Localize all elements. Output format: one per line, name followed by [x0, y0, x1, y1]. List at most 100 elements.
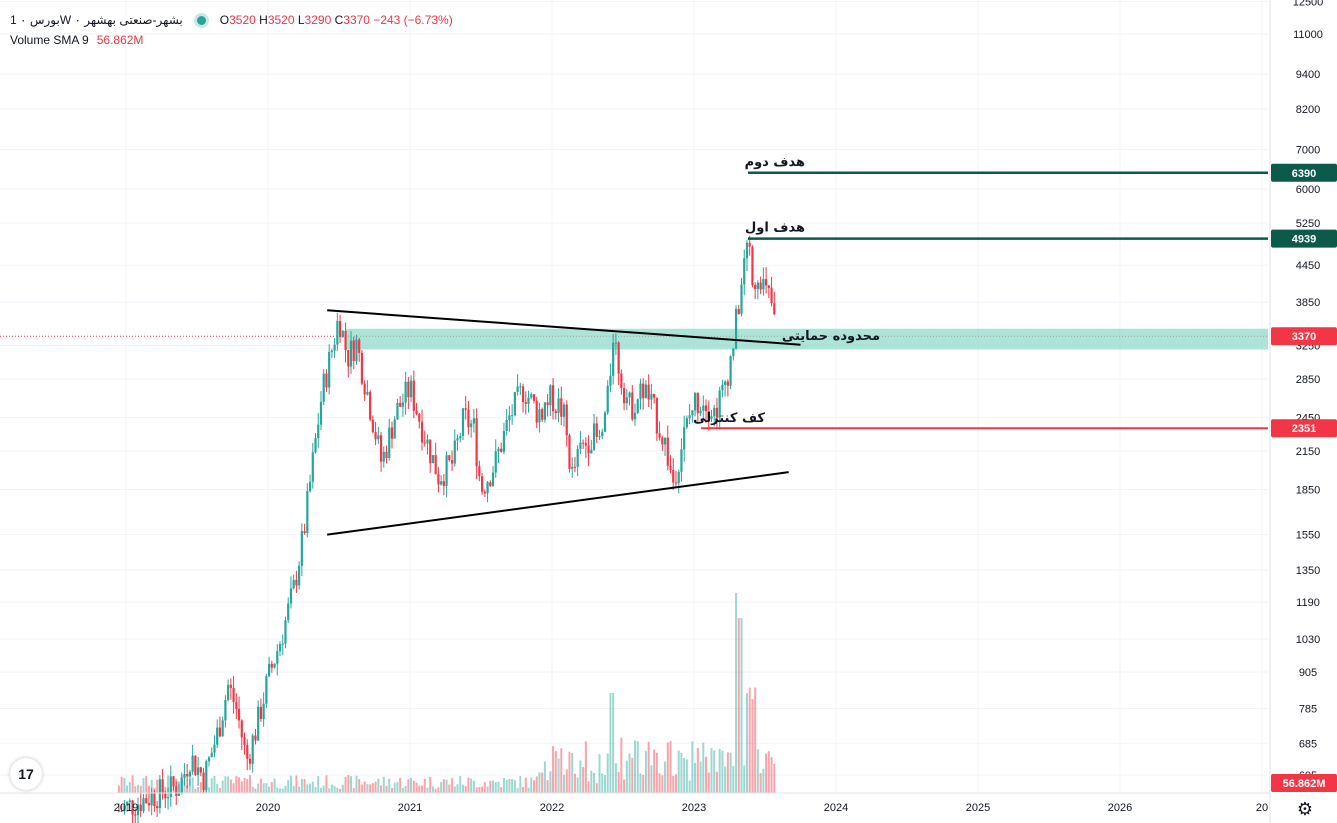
- candle-body: [232, 687, 235, 703]
- candle-body: [216, 727, 219, 745]
- volume-bar: [563, 774, 566, 793]
- candle-body: [622, 388, 626, 404]
- candle-body: [246, 744, 249, 759]
- candle-body: [420, 421, 424, 443]
- candle-body: [527, 397, 530, 404]
- candle-body: [298, 565, 301, 586]
- volume-bar: [522, 787, 525, 793]
- symbol-title[interactable]: بورس ۰ 1W ۰ ‌‌‌بشهر-صنعتی بهشهر: [10, 13, 183, 27]
- floor-badge-label: 2351: [1292, 423, 1316, 435]
- last-price-badge: [1271, 327, 1337, 346]
- candle-body: [483, 491, 486, 494]
- candle-body: [617, 342, 620, 374]
- candle-body: [516, 386, 519, 393]
- candle-body: [257, 706, 260, 741]
- volume-bar: [554, 751, 557, 793]
- volume-bar: [584, 741, 587, 793]
- candle-body: [639, 383, 642, 400]
- candle-body: [636, 399, 639, 413]
- volume-bar: [322, 785, 325, 793]
- candle-body: [120, 810, 123, 812]
- volume-bar: [631, 757, 634, 793]
- volume-bar: [565, 769, 568, 793]
- volume-bar: [295, 775, 298, 793]
- candle-body: [595, 423, 598, 437]
- volume-bar: [601, 773, 604, 793]
- candle-body: [489, 482, 492, 486]
- candle-body: [251, 735, 254, 764]
- candle-body: [259, 706, 262, 719]
- legend-symbol-row[interactable]: بورس ۰ 1W ۰ ‌‌‌بشهر-صنعتی بهشهر O3520 H3…: [10, 10, 453, 30]
- volume-bar: [726, 752, 729, 793]
- volume-bar: [710, 748, 713, 793]
- price-axis[interactable]: 1250011000940082007000600052504450385032…: [1269, 0, 1323, 823]
- volume-bar: [680, 752, 683, 793]
- volume-bar: [197, 786, 200, 793]
- candle-body: [442, 481, 445, 486]
- tradingview-logo-icon[interactable]: 17: [10, 758, 42, 790]
- candle-body: [434, 455, 437, 475]
- volume-bar: [724, 766, 727, 793]
- volume-indicator-label[interactable]: Volume SMA 9: [10, 33, 89, 47]
- volume-bar: [729, 752, 732, 793]
- volume-bar: [524, 777, 527, 793]
- volume-bar: [311, 781, 314, 793]
- candle-body: [161, 779, 164, 794]
- candle-body: [254, 735, 257, 741]
- time-axis[interactable]: 2019 2020 2021 2022 2023 2024 2025 2026 20: [0, 792, 1270, 814]
- volume-bar: [254, 788, 257, 793]
- volume-bar: [431, 786, 434, 793]
- candle-body: [764, 279, 768, 286]
- candle-body: [606, 385, 609, 413]
- legend-volume-row[interactable]: Volume SMA 9 56.862M: [10, 30, 453, 50]
- volume-bar: [702, 742, 705, 793]
- candle-body: [311, 452, 314, 482]
- candle-body: [153, 792, 156, 807]
- candle-body: [169, 776, 172, 798]
- candle-body: [177, 793, 181, 796]
- volume-bar: [385, 785, 388, 793]
- volume-bar: [617, 771, 620, 793]
- volume-bar: [240, 781, 243, 793]
- candle-body: [628, 392, 631, 398]
- volume-bar: [661, 775, 664, 793]
- market-status-icon: [196, 15, 206, 25]
- low-value: 3290: [304, 13, 332, 27]
- volume-bar: [314, 787, 317, 793]
- volume-bar: [694, 762, 697, 793]
- volume-bar: [292, 786, 295, 793]
- volume-bar: [740, 618, 743, 793]
- candle-body: [532, 394, 536, 401]
- volume-bar: [688, 780, 691, 793]
- volume-bar: [582, 767, 585, 793]
- volume-bar: [699, 761, 702, 793]
- candle-body: [767, 285, 770, 288]
- candle-body: [426, 439, 429, 444]
- volume-bar: [532, 780, 535, 793]
- volume-bar: [407, 779, 410, 793]
- volume-bar: [330, 784, 333, 793]
- volume-bar: [743, 765, 746, 793]
- candle-body: [745, 242, 749, 259]
- upper-trendline: [327, 309, 801, 346]
- gear-icon[interactable]: ⚙: [1296, 799, 1314, 819]
- volume-bar: [644, 750, 647, 793]
- candle-body: [412, 380, 415, 411]
- target-1-badge-label: 4939: [1292, 234, 1316, 246]
- change-value: −243 (−6.73%): [373, 13, 453, 27]
- candle-body: [592, 423, 596, 450]
- candle-body: [759, 282, 762, 290]
- volume-bar: [366, 784, 369, 793]
- volume-bar: [410, 777, 413, 793]
- time-tick-label: 2025: [966, 802, 990, 814]
- volume-bar: [333, 785, 336, 793]
- candle-body: [658, 433, 661, 438]
- volume-bar: [227, 776, 230, 793]
- candle-body: [625, 397, 628, 404]
- target-2-label: هدف دوم: [745, 155, 805, 170]
- volume-bar: [265, 783, 268, 793]
- candle-body: [235, 702, 238, 709]
- price-tick-label: 5250: [1296, 218, 1320, 230]
- price-tick-label: 6000: [1296, 184, 1320, 196]
